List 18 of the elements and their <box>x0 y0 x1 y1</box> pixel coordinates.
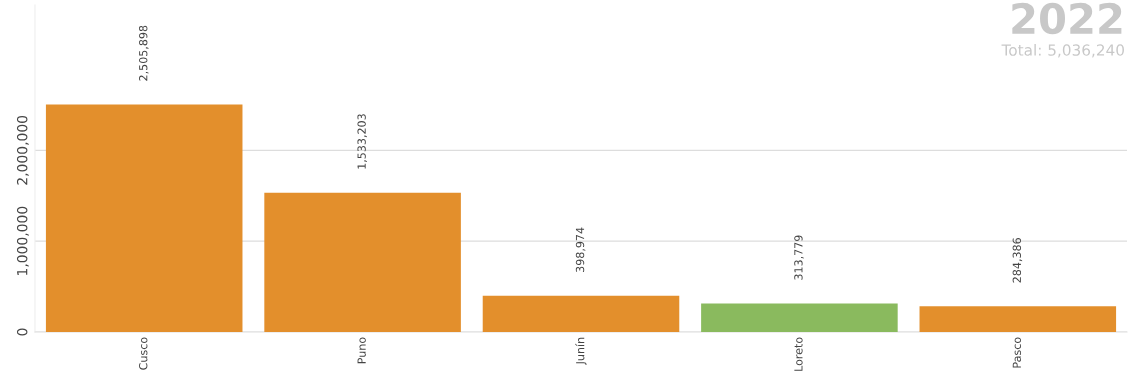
bar <box>919 306 1117 332</box>
x-tick-label: Puno <box>357 337 366 364</box>
data-label: 398,974 <box>575 227 586 273</box>
bar <box>45 104 243 332</box>
x-tick-label: Pasco <box>1012 337 1022 368</box>
x-tick-label: Junín <box>575 337 587 365</box>
bar <box>264 192 461 332</box>
y-tick-label: 1,000,000 <box>16 206 29 275</box>
x-tick-label: Cusco <box>139 337 148 370</box>
data-label: 313,779 <box>794 235 804 280</box>
bar <box>482 295 680 332</box>
bar <box>701 303 898 332</box>
y-tick-label: 0 <box>16 328 28 336</box>
data-label: 1,533,203 <box>357 114 367 169</box>
data-label: 284,386 <box>1012 238 1023 283</box>
data-label: 2,505,898 <box>139 25 149 81</box>
y-tick-label: 2,000,000 <box>16 115 29 185</box>
x-tick-label: Loreto <box>794 337 803 371</box>
